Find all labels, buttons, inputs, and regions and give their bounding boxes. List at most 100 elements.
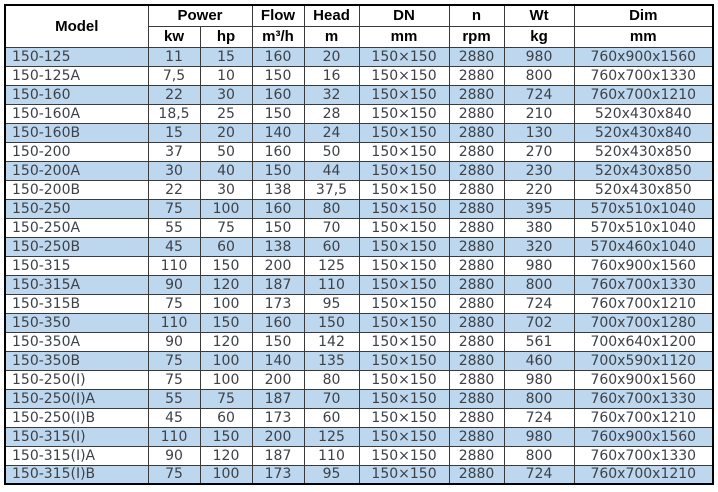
cell-dn: 150×150 [358, 426, 450, 447]
cell-dn: 150×150 [358, 84, 450, 105]
table-row: 150-160 22 30 160 32 150×150 2880 724 760x700x12… [4, 84, 714, 105]
cell-dim: 570x460x1040 [573, 236, 714, 257]
cell-rpm: 2880 [448, 388, 505, 409]
table-row: 150-250(I) 75 100 200 80 150×150 2880 980 760x90… [4, 369, 714, 390]
cell-kw: 22 [147, 84, 201, 105]
cell-model: 150-250(I)B [4, 407, 149, 428]
table-row: 150-200A 30 40 150 44 150×150 2880 230 520x430x8… [4, 160, 714, 181]
cell-head: 80 [303, 198, 360, 219]
cell-hp: 150 [199, 426, 253, 447]
table-row: 150-250A 55 75 150 70 150×150 2880 380 570x510x1… [4, 217, 714, 238]
cell-dn: 150×150 [358, 445, 450, 466]
cell-dim: 700x640x1200 [573, 331, 714, 352]
cell-kw: 75 [147, 464, 201, 485]
cell-hp: 120 [199, 274, 253, 295]
cell-model: 150-315(I)B [4, 464, 149, 485]
cell-wt: 724 [503, 84, 575, 105]
cell-kw: 7,5 [147, 65, 201, 86]
cell-dim: 520x430x840 [573, 122, 714, 143]
cell-dim: 570x510x1040 [573, 198, 714, 219]
header-dim: Dim [573, 4, 714, 27]
cell-kw: 15 [147, 122, 201, 143]
cell-model: 150-200B [4, 179, 149, 200]
cell-rpm: 2880 [448, 122, 505, 143]
cell-kw: 11 [147, 46, 201, 67]
cell-model: 150-250A [4, 217, 149, 238]
cell-kw: 30 [147, 160, 201, 181]
cell-model: 150-315(I) [4, 426, 149, 447]
cell-head: 70 [303, 217, 360, 238]
cell-hp: 120 [199, 445, 253, 466]
cell-dn: 150×150 [358, 293, 450, 314]
cell-kw: 45 [147, 236, 201, 257]
cell-flow: 150 [251, 65, 305, 86]
header-wt: Wt [503, 4, 575, 27]
cell-model: 150-350 [4, 312, 149, 333]
cell-hp: 100 [199, 369, 253, 390]
table-row: 150-315B 75 100 173 95 150×150 2880 724 760x700x… [4, 293, 714, 314]
cell-hp: 40 [199, 160, 253, 181]
cell-flow: 200 [251, 369, 305, 390]
cell-dim: 520x430x850 [573, 179, 714, 200]
table-row: 150-125 11 15 160 20 150×150 2880 980 760x900x15… [4, 46, 714, 67]
cell-wt: 800 [503, 388, 575, 409]
cell-rpm: 2880 [448, 103, 505, 124]
cell-flow: 200 [251, 255, 305, 276]
cell-flow: 173 [251, 293, 305, 314]
cell-kw: 110 [147, 312, 201, 333]
cell-flow: 173 [251, 407, 305, 428]
cell-dn: 150×150 [358, 331, 450, 352]
cell-model: 150-315A [4, 274, 149, 295]
cell-head: 32 [303, 84, 360, 105]
cell-rpm: 2880 [448, 255, 505, 276]
cell-head: 20 [303, 46, 360, 67]
cell-wt: 702 [503, 312, 575, 333]
cell-dn: 150×150 [358, 464, 450, 485]
cell-flow: 150 [251, 217, 305, 238]
cell-kw: 37 [147, 141, 201, 162]
cell-kw: 75 [147, 198, 201, 219]
cell-dim: 760x700x1210 [573, 293, 714, 314]
cell-wt: 980 [503, 426, 575, 447]
cell-flow: 140 [251, 122, 305, 143]
cell-kw: 55 [147, 388, 201, 409]
cell-wt: 130 [503, 122, 575, 143]
cell-wt: 980 [503, 46, 575, 67]
cell-rpm: 2880 [448, 445, 505, 466]
cell-dim: 760x900x1560 [573, 369, 714, 390]
cell-rpm: 2880 [448, 426, 505, 447]
cell-kw: 75 [147, 293, 201, 314]
cell-model: 150-315B [4, 293, 149, 314]
pump-spec-table: Model Power Flow Head DN n Wt Dim kw hp … [4, 4, 715, 485]
cell-dim: 760x700x1210 [573, 464, 714, 485]
cell-flow: 138 [251, 179, 305, 200]
cell-rpm: 2880 [448, 331, 505, 352]
cell-wt: 561 [503, 331, 575, 352]
table-row: 150-315A 90 120 187 110 150×150 2880 800 760x700… [4, 274, 714, 295]
cell-model: 150-250 [4, 198, 149, 219]
cell-rpm: 2880 [448, 350, 505, 371]
cell-rpm: 2880 [448, 312, 505, 333]
cell-model: 150-200 [4, 141, 149, 162]
cell-dim: 760x700x1330 [573, 388, 714, 409]
table-row: 150-315(I)B 75 100 173 95 150×150 2880 724 760x7… [4, 464, 714, 485]
cell-head: 70 [303, 388, 360, 409]
cell-model: 150-125 [4, 46, 149, 67]
cell-kw: 90 [147, 331, 201, 352]
cell-dn: 150×150 [358, 236, 450, 257]
cell-flow: 173 [251, 464, 305, 485]
cell-model: 150-250B [4, 236, 149, 257]
cell-wt: 210 [503, 103, 575, 124]
cell-rpm: 2880 [448, 179, 505, 200]
header-power: Power [147, 4, 253, 27]
table-row: 150-250B 45 60 138 60 150×150 2880 320 570x460x1… [4, 236, 714, 257]
cell-head: 37,5 [303, 179, 360, 200]
cell-hp: 15 [199, 46, 253, 67]
cell-flow: 150 [251, 331, 305, 352]
cell-hp: 60 [199, 236, 253, 257]
header-head-unit: m [303, 25, 360, 48]
header-kw: kw [147, 25, 201, 48]
cell-dim: 760x900x1560 [573, 46, 714, 67]
cell-head: 60 [303, 407, 360, 428]
